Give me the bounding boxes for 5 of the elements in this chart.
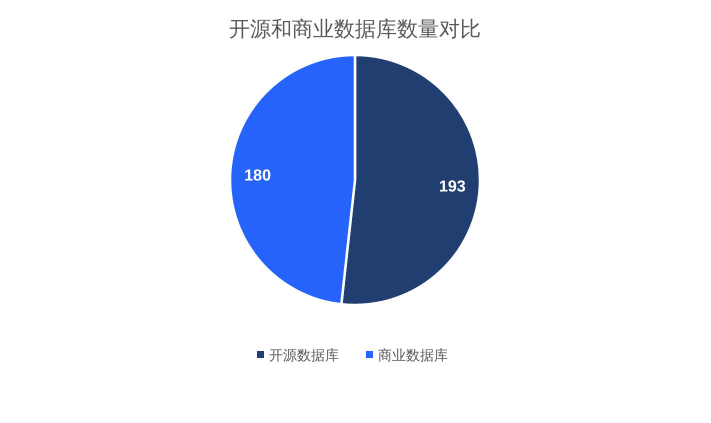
data-label: 193 (439, 178, 466, 196)
chart-title: 开源和商业数据库数量对比 (229, 18, 481, 41)
data-label: 180 (244, 168, 272, 185)
legend-label: 商业数据库 (378, 347, 448, 363)
legend-label: 开源数据库 (269, 347, 339, 363)
